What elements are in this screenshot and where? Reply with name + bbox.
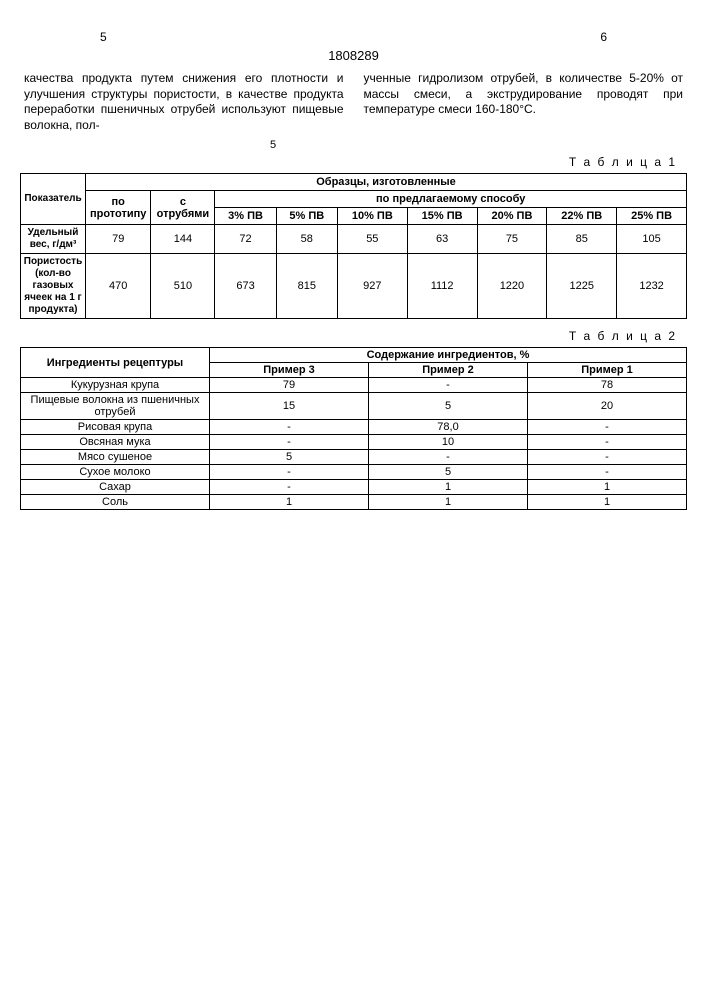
t1-cell: 1220 xyxy=(477,254,547,319)
t1-cell: 75 xyxy=(477,225,547,254)
t2-ex-1: Пример 2 xyxy=(369,363,528,378)
t2-cell: 78 xyxy=(528,378,687,393)
t2-ingredient: Сухое молоко xyxy=(21,465,210,480)
t1-cell: 1225 xyxy=(547,254,617,319)
t2-cell: 1 xyxy=(369,480,528,495)
t2-cell: 5 xyxy=(369,393,528,420)
page-left: 5 xyxy=(100,30,107,44)
t1-cell: 470 xyxy=(86,254,151,319)
t1-cell: 510 xyxy=(151,254,215,319)
patent-number: 1808289 xyxy=(20,48,687,63)
t1-cell: 673 xyxy=(215,254,276,319)
t1-pv-0: 3% ПВ xyxy=(215,208,276,225)
t1-pv-6: 25% ПВ xyxy=(617,208,687,225)
t2-cell: 1 xyxy=(528,480,687,495)
t2-cell: 1 xyxy=(528,495,687,510)
t2-cell: - xyxy=(528,435,687,450)
t2-cell: - xyxy=(210,480,369,495)
t2-cell: 5 xyxy=(210,450,369,465)
t2-cell: 20 xyxy=(528,393,687,420)
t1-pv-4: 20% ПВ xyxy=(477,208,547,225)
t1-col-bran: с отрубями xyxy=(151,191,215,225)
t2-cell: 15 xyxy=(210,393,369,420)
t1-col-indicator: Показатель xyxy=(21,174,86,225)
t2-cell: - xyxy=(210,420,369,435)
table-1: Показатель Образцы, изготовленные по про… xyxy=(20,173,687,319)
t2-cell: - xyxy=(210,465,369,480)
t2-cell: - xyxy=(528,420,687,435)
t1-cell: 1232 xyxy=(617,254,687,319)
t2-col-ingr: Ингредиенты рецептуры xyxy=(21,348,210,378)
table-2: Ингредиенты рецептуры Содержание ингреди… xyxy=(20,347,687,510)
t2-cell: - xyxy=(210,435,369,450)
t2-ingredient: Овсяная мука xyxy=(21,435,210,450)
t2-cell: - xyxy=(528,450,687,465)
t1-cell: 55 xyxy=(337,225,407,254)
t1-cell: 63 xyxy=(407,225,477,254)
page-right: 6 xyxy=(600,30,607,44)
t2-cell: 10 xyxy=(369,435,528,450)
t1-pv-3: 15% ПВ xyxy=(407,208,477,225)
t2-ingredient: Мясо сушеное xyxy=(21,450,210,465)
t1-row1-label: Удельный вес, г/дм³ xyxy=(21,225,86,254)
t2-ingredient: Сахар xyxy=(21,480,210,495)
t2-col-content: Содержание ингредиентов, % xyxy=(210,348,687,363)
t1-cell: 85 xyxy=(547,225,617,254)
t2-cell: 79 xyxy=(210,378,369,393)
t2-cell: - xyxy=(528,465,687,480)
t2-cell: 5 xyxy=(369,465,528,480)
t1-cell: 58 xyxy=(276,225,337,254)
t2-cell: - xyxy=(369,378,528,393)
t2-ex-0: Пример 3 xyxy=(210,363,369,378)
t2-ingredient: Кукурузная крупа xyxy=(21,378,210,393)
body-paragraph: качества продукта путем снижения его пло… xyxy=(24,71,683,133)
t1-col-proto: по прототипу xyxy=(86,191,151,225)
table2-label: Т а б л и ц а 2 xyxy=(20,329,677,343)
t1-cell: 1112 xyxy=(407,254,477,319)
t1-cell: 105 xyxy=(617,225,687,254)
t2-ingredient: Пищевые волокна из пшеничных отрубей xyxy=(21,393,210,420)
t1-cell: 815 xyxy=(276,254,337,319)
paragraph-right: ученные гидролизом отрубей, в количестве… xyxy=(364,71,684,133)
t1-pv-5: 22% ПВ xyxy=(547,208,617,225)
paragraph-left: качества продукта путем снижения его пло… xyxy=(24,71,344,133)
t1-pv-2: 10% ПВ xyxy=(337,208,407,225)
t1-cell: 927 xyxy=(337,254,407,319)
t2-cell: 1 xyxy=(369,495,528,510)
t1-cell: 72 xyxy=(215,225,276,254)
t1-col-samples: Образцы, изготовленные xyxy=(86,174,687,191)
table1-label: Т а б л и ц а 1 xyxy=(20,155,677,169)
line-marker-5: 5 xyxy=(270,139,687,151)
t2-ingredient: Рисовая крупа xyxy=(21,420,210,435)
t1-pv-1: 5% ПВ xyxy=(276,208,337,225)
t1-row2-label: Пористость (кол-во газовых ячеек на 1 г … xyxy=(21,254,86,319)
t2-ingredient: Соль xyxy=(21,495,210,510)
t2-ex-2: Пример 1 xyxy=(528,363,687,378)
t2-cell: 78,0 xyxy=(369,420,528,435)
t2-cell: 1 xyxy=(210,495,369,510)
t1-cell: 79 xyxy=(86,225,151,254)
t1-cell: 144 xyxy=(151,225,215,254)
t2-cell: - xyxy=(369,450,528,465)
t1-col-method: по предлагаемому способу xyxy=(215,191,687,208)
